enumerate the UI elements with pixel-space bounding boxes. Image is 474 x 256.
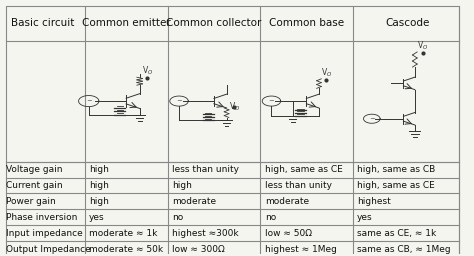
Text: low ≈ 50Ω: low ≈ 50Ω bbox=[265, 229, 312, 238]
Text: no: no bbox=[173, 213, 183, 222]
Text: yes: yes bbox=[89, 213, 105, 222]
Text: low ≈ 300Ω: low ≈ 300Ω bbox=[173, 244, 225, 254]
Text: less than unity: less than unity bbox=[265, 181, 332, 190]
Text: Output Impedance: Output Impedance bbox=[6, 244, 91, 254]
Text: V$_O$: V$_O$ bbox=[229, 100, 240, 113]
Text: Input impedance: Input impedance bbox=[6, 229, 83, 238]
Text: Basic circuit: Basic circuit bbox=[11, 18, 75, 28]
Text: ~: ~ bbox=[176, 98, 182, 104]
Text: high: high bbox=[173, 181, 192, 190]
Text: Power gain: Power gain bbox=[6, 197, 56, 206]
Text: V$_O$: V$_O$ bbox=[142, 65, 153, 77]
Text: Cascode: Cascode bbox=[386, 18, 430, 28]
Text: Common base: Common base bbox=[269, 18, 344, 28]
Text: high, same as CE: high, same as CE bbox=[265, 165, 343, 174]
Text: same as CB, ≈ 1Meg: same as CB, ≈ 1Meg bbox=[357, 244, 451, 254]
Text: V$_O$: V$_O$ bbox=[417, 39, 428, 52]
Text: Voltage gain: Voltage gain bbox=[6, 165, 63, 174]
Text: V$_O$: V$_O$ bbox=[321, 66, 333, 79]
Text: highest: highest bbox=[357, 197, 391, 206]
Text: moderate ≈ 50k: moderate ≈ 50k bbox=[89, 244, 164, 254]
Text: moderate: moderate bbox=[265, 197, 309, 206]
Text: ~: ~ bbox=[86, 98, 91, 104]
Text: high: high bbox=[89, 165, 109, 174]
Text: no: no bbox=[265, 213, 276, 222]
Text: highest ≈300k: highest ≈300k bbox=[173, 229, 239, 238]
Text: high, same as CB: high, same as CB bbox=[357, 165, 436, 174]
Text: less than unity: less than unity bbox=[173, 165, 239, 174]
Text: high, same as CE: high, same as CE bbox=[357, 181, 435, 190]
Text: high: high bbox=[89, 197, 109, 206]
Text: Common emitter: Common emitter bbox=[82, 18, 171, 28]
Text: Common collector: Common collector bbox=[166, 18, 262, 28]
Text: Current gain: Current gain bbox=[6, 181, 63, 190]
Text: Phase inversion: Phase inversion bbox=[6, 213, 77, 222]
Text: high: high bbox=[89, 181, 109, 190]
Text: highest ≈ 1Meg: highest ≈ 1Meg bbox=[265, 244, 337, 254]
Text: moderate: moderate bbox=[173, 197, 217, 206]
Text: yes: yes bbox=[357, 213, 373, 222]
Text: ~: ~ bbox=[369, 116, 375, 122]
Text: ~: ~ bbox=[268, 98, 274, 104]
Text: same as CE, ≈ 1k: same as CE, ≈ 1k bbox=[357, 229, 437, 238]
Text: moderate ≈ 1k: moderate ≈ 1k bbox=[89, 229, 157, 238]
